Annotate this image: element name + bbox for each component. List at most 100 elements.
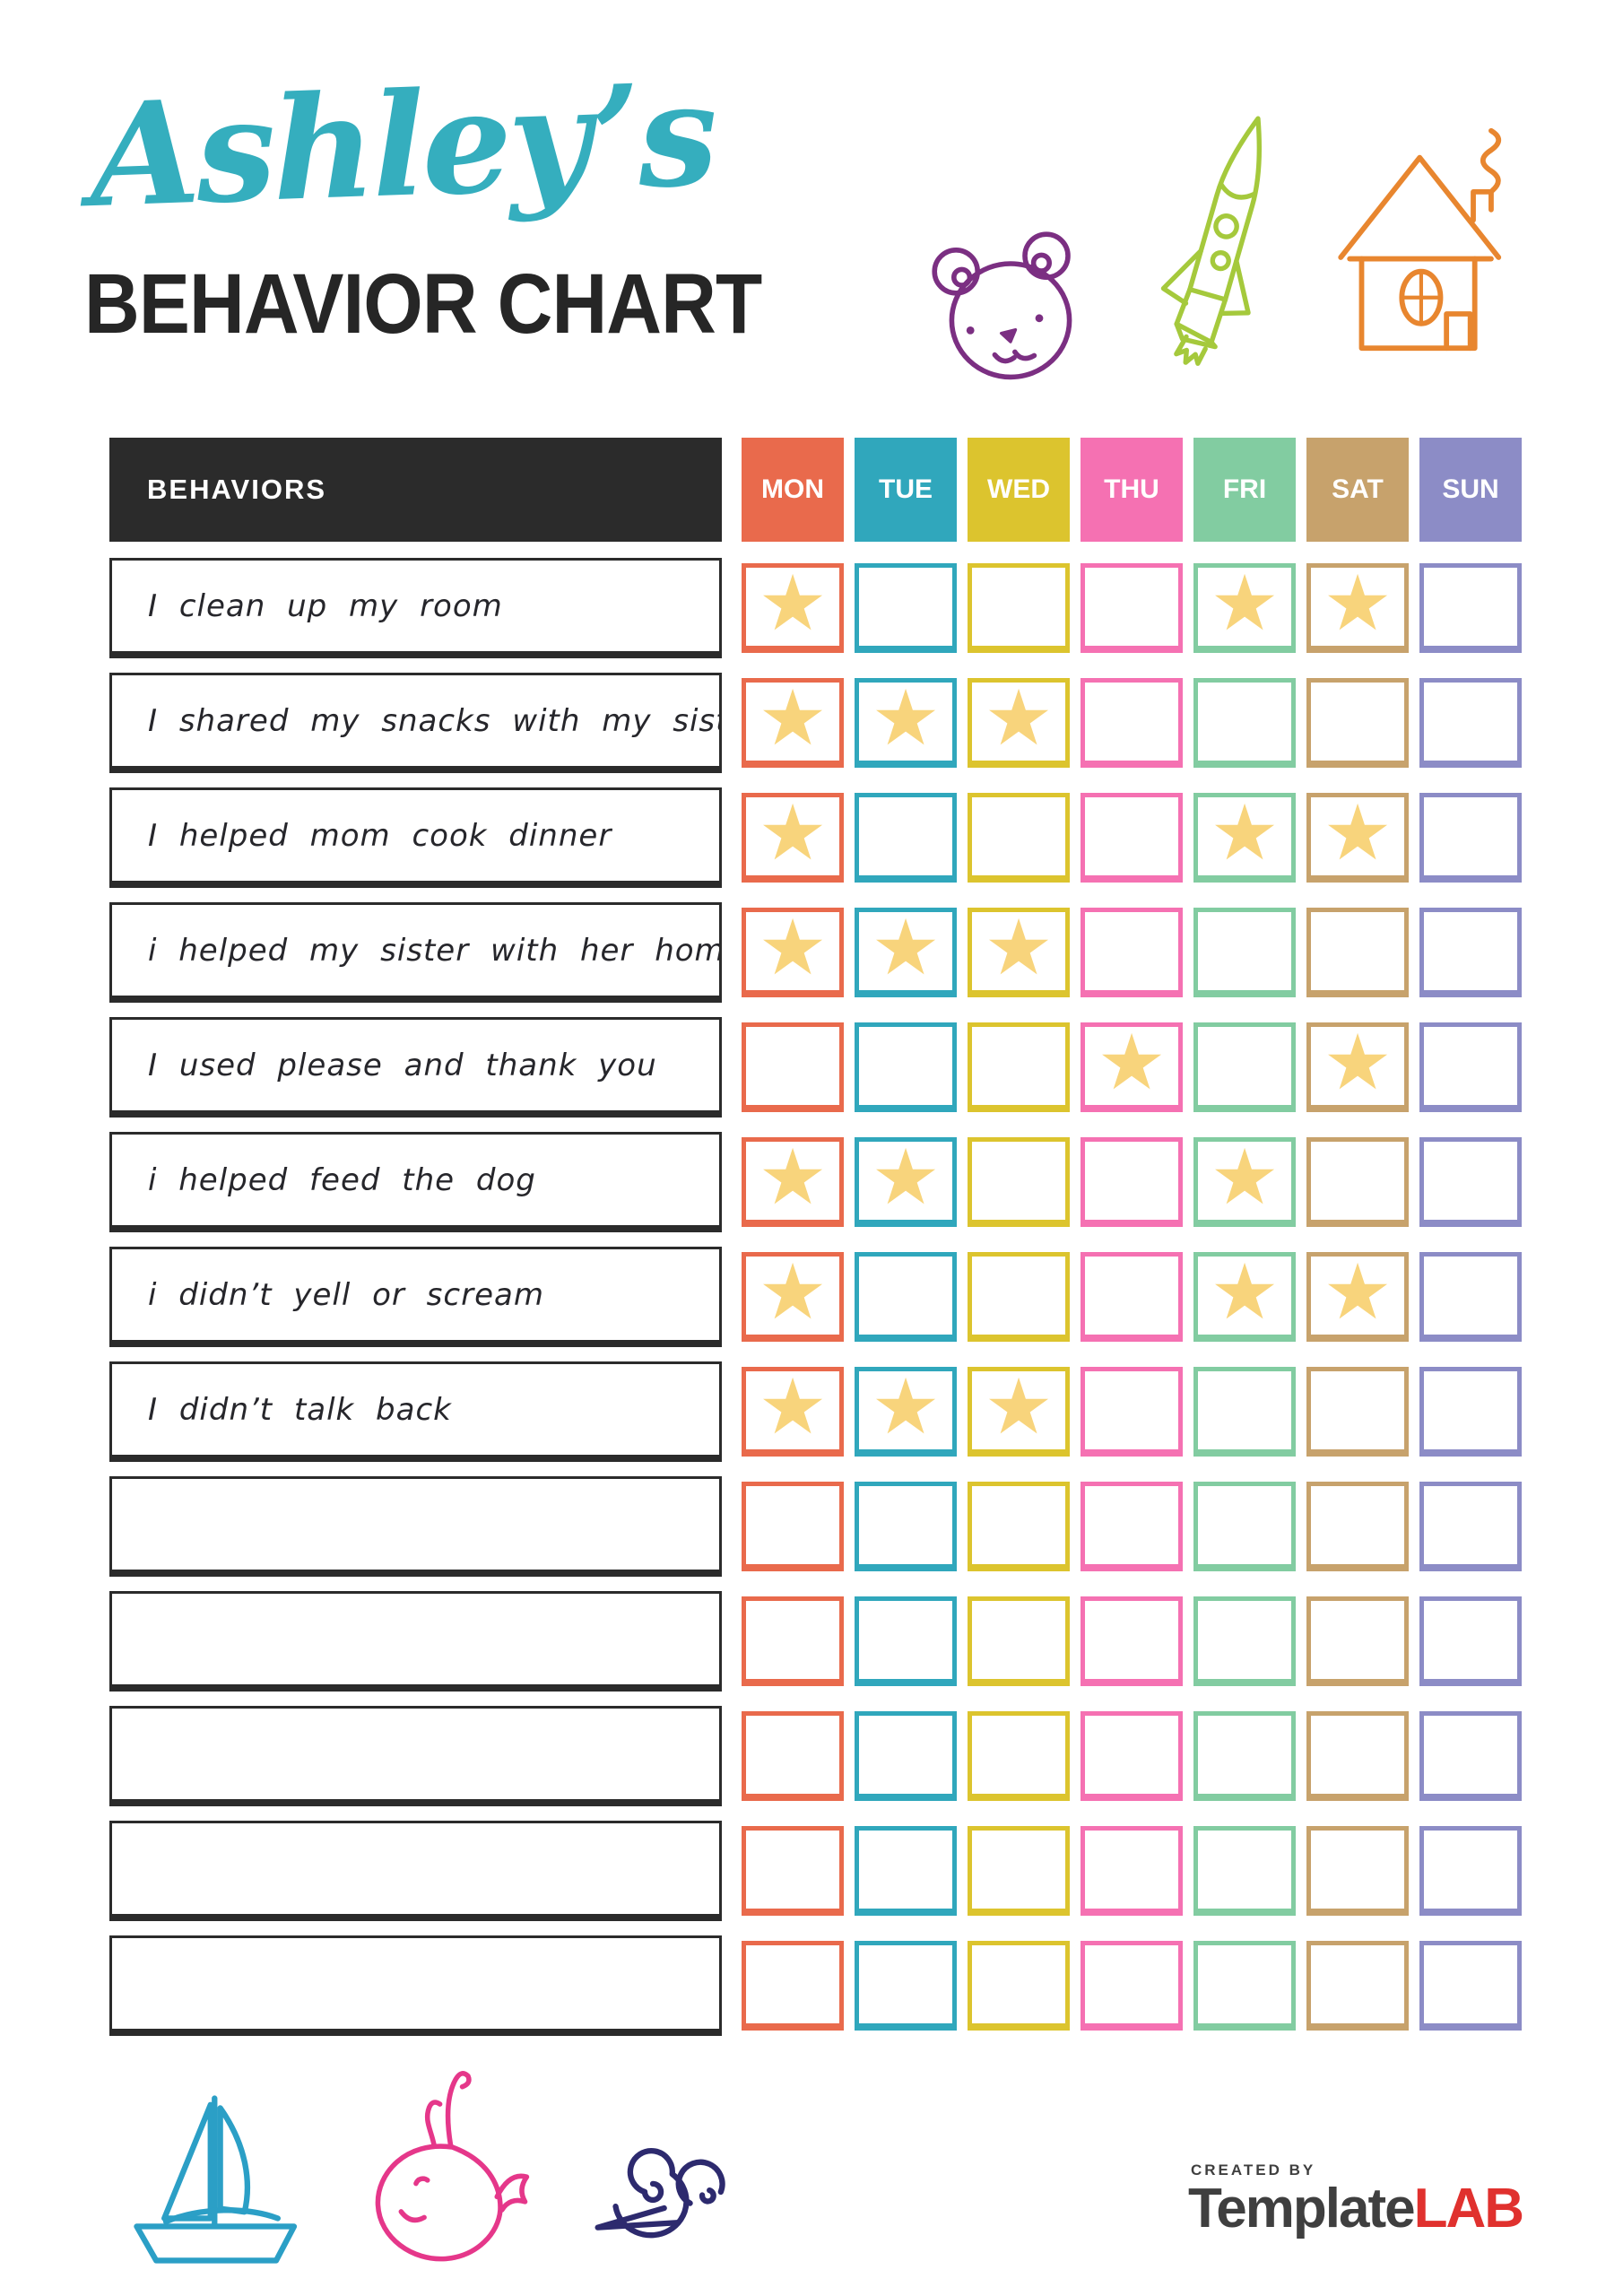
- day-cell-thu[interactable]: [1081, 908, 1183, 997]
- day-cell-fri[interactable]: [1193, 1022, 1296, 1112]
- day-cell-mon[interactable]: [742, 1482, 844, 1571]
- day-cell-mon[interactable]: [742, 1596, 844, 1686]
- day-cell-thu[interactable]: [1081, 1137, 1183, 1227]
- day-cell-sun[interactable]: [1419, 1022, 1522, 1112]
- day-cell-thu[interactable]: [1081, 1826, 1183, 1916]
- day-cell-tue[interactable]: [855, 1482, 957, 1571]
- day-cell-fri[interactable]: [1193, 1826, 1296, 1916]
- day-cell-sat[interactable]: [1306, 1482, 1409, 1571]
- day-cell-mon[interactable]: ★: [742, 678, 844, 768]
- day-cell-wed[interactable]: [968, 1137, 1070, 1227]
- day-cell-mon[interactable]: [742, 1826, 844, 1916]
- behavior-label[interactable]: i helped feed the dog: [109, 1132, 722, 1232]
- day-cell-mon[interactable]: ★: [742, 1252, 844, 1342]
- day-cell-thu[interactable]: [1081, 1482, 1183, 1571]
- day-cell-sat[interactable]: [1306, 678, 1409, 768]
- day-cell-wed[interactable]: [968, 1596, 1070, 1686]
- day-cell-thu[interactable]: [1081, 1596, 1183, 1686]
- day-cell-fri[interactable]: ★: [1193, 793, 1296, 883]
- behavior-label[interactable]: I used please and thank you: [109, 1017, 722, 1118]
- day-cell-sat[interactable]: [1306, 1826, 1409, 1916]
- day-cell-sat[interactable]: [1306, 1711, 1409, 1801]
- day-cell-sat[interactable]: [1306, 1137, 1409, 1227]
- day-cell-tue[interactable]: [855, 1596, 957, 1686]
- day-cell-mon[interactable]: ★: [742, 908, 844, 997]
- day-cell-thu[interactable]: [1081, 678, 1183, 768]
- behavior-label[interactable]: [109, 1935, 722, 2036]
- day-cell-sun[interactable]: [1419, 1367, 1522, 1457]
- day-cell-fri[interactable]: [1193, 1941, 1296, 2031]
- day-cell-sat[interactable]: [1306, 1367, 1409, 1457]
- day-cell-tue[interactable]: [855, 1022, 957, 1112]
- day-cell-wed[interactable]: [968, 1482, 1070, 1571]
- day-cell-sun[interactable]: [1419, 793, 1522, 883]
- day-cell-sun[interactable]: [1419, 678, 1522, 768]
- day-cell-sun[interactable]: [1419, 1137, 1522, 1227]
- day-cell-thu[interactable]: [1081, 1367, 1183, 1457]
- behavior-label[interactable]: I clean up my room: [109, 558, 722, 658]
- day-cell-sun[interactable]: [1419, 1596, 1522, 1686]
- day-cell-wed[interactable]: [968, 1252, 1070, 1342]
- behavior-label[interactable]: [109, 1821, 722, 1921]
- day-cell-mon[interactable]: [742, 1941, 844, 2031]
- day-cell-sat[interactable]: ★: [1306, 793, 1409, 883]
- day-cell-fri[interactable]: ★: [1193, 563, 1296, 653]
- day-cell-thu[interactable]: [1081, 1711, 1183, 1801]
- behavior-label[interactable]: [109, 1591, 722, 1692]
- day-cell-mon[interactable]: [742, 1711, 844, 1801]
- behavior-label[interactable]: I helped mom cook dinner: [109, 787, 722, 888]
- behavior-label[interactable]: i didn’t yell or scream: [109, 1247, 722, 1347]
- day-cell-tue[interactable]: ★: [855, 1367, 957, 1457]
- day-cell-sat[interactable]: [1306, 1941, 1409, 2031]
- day-cell-fri[interactable]: ★: [1193, 1137, 1296, 1227]
- day-cell-wed[interactable]: [968, 1826, 1070, 1916]
- day-cell-mon[interactable]: ★: [742, 563, 844, 653]
- day-cell-wed[interactable]: [968, 1022, 1070, 1112]
- day-cell-fri[interactable]: [1193, 1596, 1296, 1686]
- day-cell-fri[interactable]: [1193, 1367, 1296, 1457]
- day-cell-thu[interactable]: [1081, 793, 1183, 883]
- behavior-label[interactable]: I didn’t talk back: [109, 1361, 722, 1462]
- day-cell-tue[interactable]: ★: [855, 908, 957, 997]
- day-cell-tue[interactable]: ★: [855, 678, 957, 768]
- day-cell-thu[interactable]: [1081, 563, 1183, 653]
- day-cell-sat[interactable]: ★: [1306, 1022, 1409, 1112]
- day-cell-wed[interactable]: [968, 1941, 1070, 2031]
- day-cell-sat[interactable]: ★: [1306, 563, 1409, 653]
- day-cell-tue[interactable]: [855, 563, 957, 653]
- day-cell-wed[interactable]: ★: [968, 678, 1070, 768]
- day-cell-fri[interactable]: [1193, 1482, 1296, 1571]
- day-cell-mon[interactable]: ★: [742, 793, 844, 883]
- day-cell-fri[interactable]: [1193, 678, 1296, 768]
- day-cell-fri[interactable]: [1193, 908, 1296, 997]
- day-cell-sun[interactable]: [1419, 1941, 1522, 2031]
- day-cell-sat[interactable]: [1306, 1596, 1409, 1686]
- day-cell-sat[interactable]: [1306, 908, 1409, 997]
- day-cell-tue[interactable]: ★: [855, 1137, 957, 1227]
- day-cell-tue[interactable]: [855, 1711, 957, 1801]
- day-cell-fri[interactable]: [1193, 1711, 1296, 1801]
- day-cell-tue[interactable]: [855, 1941, 957, 2031]
- day-cell-thu[interactable]: [1081, 1252, 1183, 1342]
- day-cell-mon[interactable]: ★: [742, 1367, 844, 1457]
- day-cell-tue[interactable]: [855, 1252, 957, 1342]
- behavior-label[interactable]: [109, 1706, 722, 1806]
- day-cell-mon[interactable]: [742, 1022, 844, 1112]
- behavior-label[interactable]: i helped my sister with her homework: [109, 902, 722, 1003]
- day-cell-tue[interactable]: [855, 793, 957, 883]
- day-cell-sun[interactable]: [1419, 1482, 1522, 1571]
- day-cell-wed[interactable]: ★: [968, 908, 1070, 997]
- day-cell-tue[interactable]: [855, 1826, 957, 1916]
- day-cell-wed[interactable]: [968, 1711, 1070, 1801]
- day-cell-fri[interactable]: ★: [1193, 1252, 1296, 1342]
- behavior-label[interactable]: [109, 1476, 722, 1577]
- day-cell-wed[interactable]: [968, 563, 1070, 653]
- day-cell-sun[interactable]: [1419, 563, 1522, 653]
- day-cell-sun[interactable]: [1419, 1252, 1522, 1342]
- day-cell-sat[interactable]: ★: [1306, 1252, 1409, 1342]
- day-cell-thu[interactable]: [1081, 1941, 1183, 2031]
- day-cell-sun[interactable]: [1419, 1826, 1522, 1916]
- behavior-label[interactable]: I shared my snacks with my sister: [109, 673, 722, 773]
- day-cell-wed[interactable]: ★: [968, 1367, 1070, 1457]
- day-cell-sun[interactable]: [1419, 1711, 1522, 1801]
